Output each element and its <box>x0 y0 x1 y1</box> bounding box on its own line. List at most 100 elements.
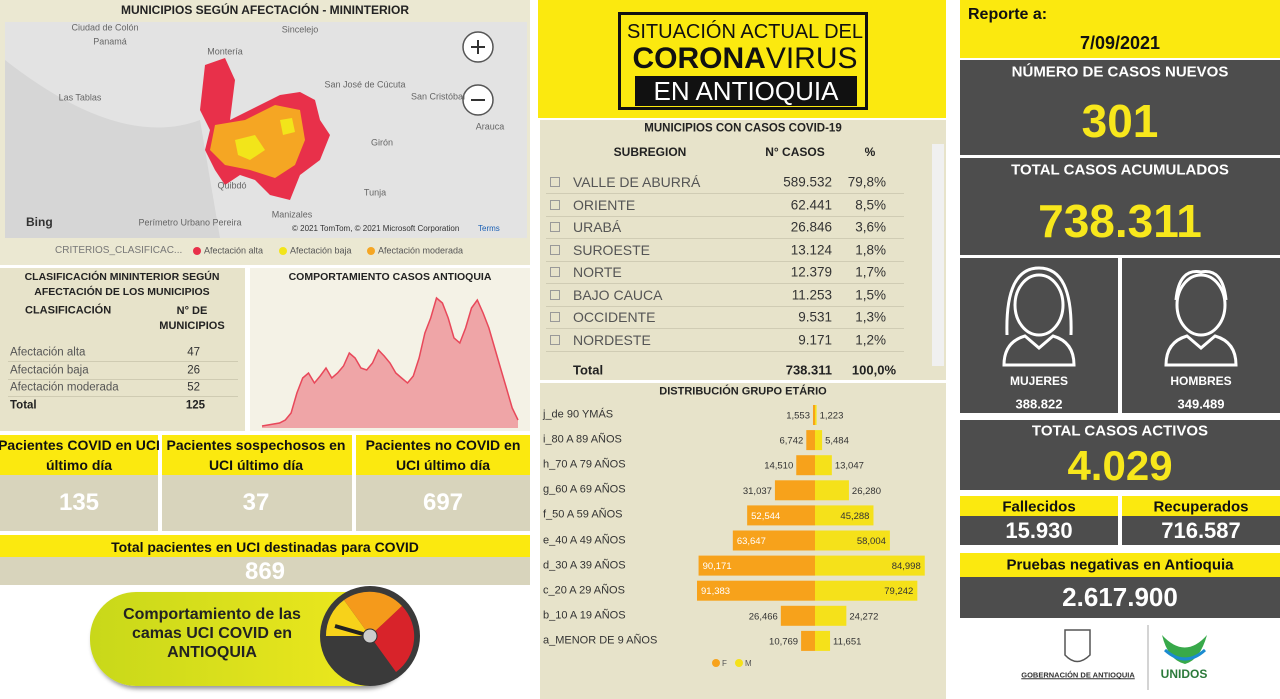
value-label: 10,769 <box>769 636 798 647</box>
row-divider <box>546 215 904 217</box>
expand-toggle[interactable] <box>550 267 560 277</box>
kpi-label: TOTAL CASOS ACTIVOS <box>1031 422 1209 440</box>
kpi-label: Recuperados <box>1153 498 1249 516</box>
column-header: CLASIFICACIÓN <box>25 304 112 317</box>
scrollbar[interactable] <box>932 144 944 366</box>
value-label: 90,171 <box>703 561 732 572</box>
category-label: e_40 A 49 AÑOS <box>543 534 626 546</box>
expand-toggle[interactable] <box>550 222 560 232</box>
uci-header <box>356 435 530 475</box>
person-hair <box>1174 270 1228 301</box>
value-label: 24,272 <box>849 611 878 622</box>
row-label: NORDESTE <box>573 331 651 348</box>
gauge-red <box>370 606 415 672</box>
map-place-label: Girón <box>370 137 394 148</box>
chart-title: DISTRIBUCIÓN GRUPO ETÁRIO <box>659 385 827 398</box>
banner-corona: CORONA <box>632 42 766 75</box>
total-value: 125 <box>185 399 205 412</box>
bar <box>698 555 815 576</box>
expand-toggle[interactable] <box>550 177 560 187</box>
panel-title: MUNICIPIOS CON CASOS COVID-19 <box>644 122 842 135</box>
gender-value: 388.822 <box>1015 396 1063 412</box>
map-place-label: Perímetro Urbano Pereira <box>138 217 242 228</box>
row-divider <box>546 260 904 262</box>
column-header: SUBREGION <box>613 145 687 159</box>
category-label: f_50 A 59 AÑOS <box>543 508 623 521</box>
expand-toggle[interactable] <box>550 334 560 345</box>
uci-total-header <box>0 535 530 557</box>
uci-label: Pacientes COVID en UCI último día <box>0 437 160 473</box>
banner-line: SITUACIÓN ACTUAL DEL <box>627 21 863 43</box>
kpi-label: NÚMERO DE CASOS NUEVOS <box>1011 63 1229 81</box>
map-terms[interactable]: Terms <box>478 224 500 233</box>
total-cell: Total <box>573 362 604 378</box>
column-header: % <box>864 145 876 159</box>
value-label: 52,544 <box>751 511 780 522</box>
person-head <box>1013 273 1065 337</box>
expand-toggle[interactable] <box>550 244 560 255</box>
report-date: 7/09/2021 <box>1079 33 1161 53</box>
category-label: h_70 A 79 AÑOS <box>543 458 626 471</box>
value-label: 13,047 <box>835 461 864 472</box>
legend-marker <box>279 247 287 255</box>
total-cell: 100,0% <box>851 362 896 378</box>
logo-text: GOBERNACIÓN DE ANTIOQUIA <box>1021 670 1135 680</box>
new-cases-box <box>960 60 1280 155</box>
person-hair <box>1005 266 1073 336</box>
map-place-label: Ciudad de Colón <box>71 22 139 33</box>
deaths-box <box>960 516 1118 545</box>
report-header <box>960 0 1280 58</box>
active-box <box>960 420 1280 490</box>
kpi-value: 15.930 <box>1005 518 1073 543</box>
value-label: 63,647 <box>737 536 766 547</box>
legend-label: Afectación alta <box>204 245 264 256</box>
bar <box>697 580 815 601</box>
total-cell: 738.311 <box>785 362 832 378</box>
expand-toggle[interactable] <box>550 199 560 210</box>
row-value: 11.253 <box>791 286 832 302</box>
bar <box>815 630 831 651</box>
expand-toggle[interactable] <box>550 312 560 322</box>
classification-panel <box>0 268 245 431</box>
row-divider <box>546 238 904 239</box>
person-body <box>1164 334 1238 367</box>
row-value: 9.531 <box>798 309 832 325</box>
uci-label: Pacientes sospechosos en UCI último día <box>166 437 346 473</box>
bar <box>815 480 849 501</box>
legend-marker <box>193 247 201 255</box>
row-divider <box>546 350 904 352</box>
uci-label: Pacientes no COVID en UCI último día <box>365 437 521 473</box>
unidos-logo-wave <box>1163 648 1207 661</box>
button-text: Comportamiento de las <box>123 606 301 623</box>
row-label: OCCIDENTE <box>573 309 656 325</box>
banner-virus: VIRUS <box>765 42 858 75</box>
row-label: Afectación alta <box>10 346 86 359</box>
value-label: 79,242 <box>884 586 913 597</box>
category-label: i_80 A 89 AÑOS <box>543 433 622 446</box>
row-percent: 1,2% <box>855 331 886 347</box>
row-value: 26 <box>187 363 200 376</box>
bar <box>815 405 817 425</box>
uci-total-box <box>0 557 530 585</box>
trend-panel <box>250 268 530 431</box>
row-label: VALLE DE ABURRÁ <box>573 174 701 190</box>
value-label: 6,742 <box>780 436 804 447</box>
map-region-low <box>235 118 295 160</box>
uci-value: 37 <box>242 489 270 516</box>
value-label: 84,998 <box>892 561 921 572</box>
column-header: N° CASOS <box>765 145 825 159</box>
uci-total-label: Total pacientes en UCI destinadas para C… <box>111 539 419 555</box>
row-divider <box>546 328 904 329</box>
row-value: 589.532 <box>783 174 832 190</box>
kpi-value: 738.311 <box>1038 195 1202 247</box>
uci-header <box>162 435 352 475</box>
value-label: 1,223 <box>820 411 844 422</box>
bar <box>815 605 847 626</box>
total-cases-box <box>960 158 1280 255</box>
bar <box>812 405 815 425</box>
category-label: c_20 A 29 AÑOS <box>543 584 625 597</box>
expand-toggle[interactable] <box>550 289 560 300</box>
legend-marker <box>712 659 720 667</box>
